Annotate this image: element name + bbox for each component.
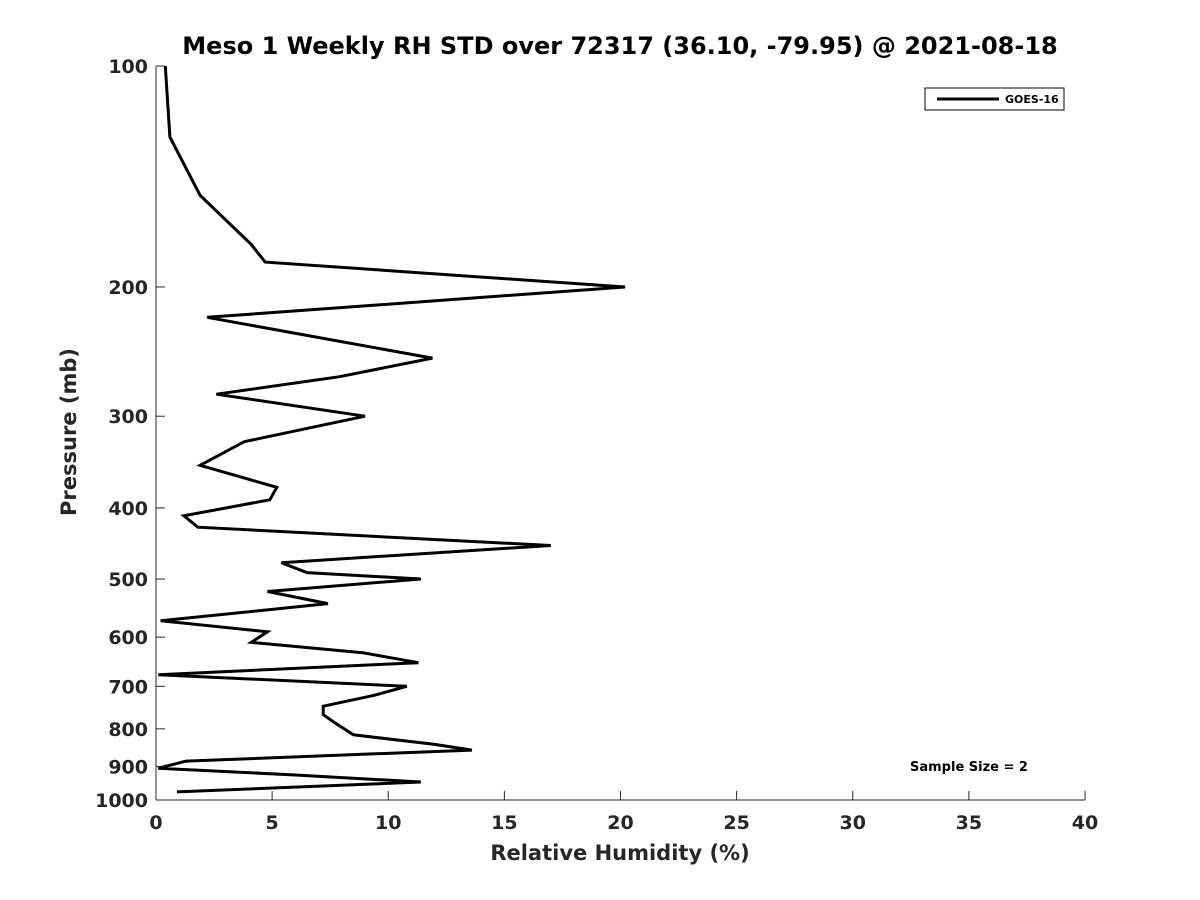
chart-title: Meso 1 Weekly RH STD over 72317 (36.10, … bbox=[182, 32, 1057, 60]
y-tick-label: 900 bbox=[108, 756, 148, 778]
y-tick-label: 100 bbox=[108, 56, 148, 78]
x-tick-label: 10 bbox=[375, 812, 401, 834]
y-tick-label: 700 bbox=[108, 676, 148, 698]
x-tick-label: 40 bbox=[1072, 812, 1098, 834]
y-tick-label: 400 bbox=[108, 498, 148, 520]
x-tick-label: 20 bbox=[607, 812, 633, 834]
y-tick-label: 600 bbox=[108, 627, 148, 649]
y-tick-label: 300 bbox=[108, 406, 148, 428]
y-tick-label: 200 bbox=[108, 277, 148, 299]
x-tick-label: 0 bbox=[149, 812, 162, 834]
sample-size-annotation: Sample Size = 2 bbox=[910, 760, 1028, 775]
x-tick-label: 5 bbox=[266, 812, 279, 834]
y-tick-label: 1000 bbox=[95, 790, 148, 812]
series-line-goes-16 bbox=[157, 65, 626, 794]
x-tick-label: 15 bbox=[491, 812, 517, 834]
x-tick-label: 25 bbox=[723, 812, 749, 834]
y-axis-label: Pressure (mb) bbox=[57, 348, 81, 516]
x-tick-label: 30 bbox=[840, 812, 866, 834]
plot-area bbox=[155, 65, 1085, 801]
legend: GOES-16 bbox=[924, 87, 1065, 111]
x-axis-label: Relative Humidity (%) bbox=[490, 841, 749, 865]
y-axis-ticks: 100 200 300 400 500 600 700 800 900 1000 bbox=[95, 56, 165, 812]
x-axis-ticks: 0 5 10 15 20 25 30 35 40 bbox=[149, 791, 1098, 834]
y-tick-label: 800 bbox=[108, 719, 148, 741]
legend-label-goes-16: GOES-16 bbox=[1005, 93, 1059, 106]
y-tick-label: 500 bbox=[108, 569, 148, 591]
x-tick-label: 35 bbox=[956, 812, 982, 834]
